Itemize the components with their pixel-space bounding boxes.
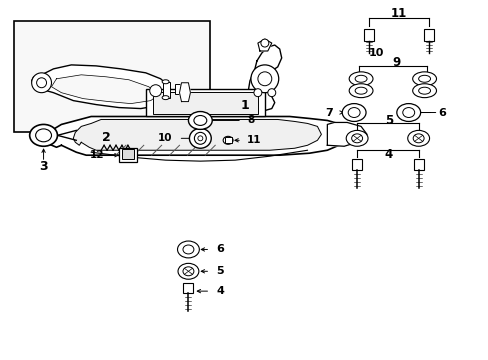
Text: 3: 3 (39, 159, 48, 172)
Circle shape (37, 78, 46, 88)
Ellipse shape (412, 72, 436, 86)
Circle shape (257, 72, 271, 86)
Ellipse shape (346, 130, 367, 146)
Ellipse shape (347, 108, 359, 117)
Text: 10: 10 (158, 133, 172, 143)
Text: 5: 5 (384, 114, 392, 127)
Ellipse shape (402, 108, 414, 117)
Ellipse shape (178, 264, 199, 279)
Text: 12: 12 (89, 150, 104, 160)
Bar (119, 148, 137, 162)
Polygon shape (247, 45, 281, 111)
Circle shape (250, 65, 278, 93)
Ellipse shape (36, 129, 51, 142)
Polygon shape (257, 39, 271, 51)
Ellipse shape (354, 87, 366, 94)
Ellipse shape (348, 72, 372, 86)
Ellipse shape (177, 241, 199, 258)
Polygon shape (326, 122, 366, 146)
Bar (152, 92, 257, 113)
Text: 6: 6 (438, 108, 446, 117)
Ellipse shape (354, 75, 366, 82)
Bar (364, 29, 373, 41)
Ellipse shape (418, 75, 429, 82)
Circle shape (253, 89, 262, 96)
Text: 10: 10 (368, 48, 383, 58)
Ellipse shape (194, 116, 206, 125)
Ellipse shape (30, 125, 57, 146)
Bar (163, 82, 169, 98)
Ellipse shape (188, 112, 212, 129)
Polygon shape (46, 117, 346, 155)
Ellipse shape (162, 80, 169, 84)
Ellipse shape (162, 96, 169, 100)
Bar (224, 137, 232, 143)
Ellipse shape (407, 130, 428, 146)
Circle shape (32, 73, 51, 93)
Circle shape (149, 85, 162, 96)
Bar (413, 159, 423, 170)
Ellipse shape (183, 245, 194, 254)
Ellipse shape (412, 84, 436, 98)
Text: 6: 6 (216, 244, 224, 255)
Ellipse shape (223, 136, 233, 144)
Text: 9: 9 (392, 57, 400, 69)
Text: 11: 11 (390, 7, 406, 20)
Bar (183, 283, 193, 293)
Text: 7: 7 (325, 108, 333, 117)
Bar (145, 89, 264, 117)
Ellipse shape (183, 267, 194, 276)
Circle shape (267, 89, 275, 96)
Text: 1: 1 (240, 99, 249, 112)
Bar (351, 159, 361, 170)
Ellipse shape (351, 134, 362, 143)
Bar (423, 29, 433, 41)
Ellipse shape (342, 104, 366, 121)
Text: 11: 11 (246, 135, 261, 145)
Bar (14, 21, 210, 132)
Ellipse shape (396, 104, 420, 121)
Polygon shape (51, 75, 158, 104)
Bar (122, 149, 134, 159)
Polygon shape (73, 120, 321, 150)
Text: 4: 4 (384, 148, 392, 161)
Circle shape (260, 39, 268, 47)
Text: 8: 8 (246, 116, 254, 126)
Ellipse shape (348, 84, 372, 98)
Text: 5: 5 (216, 266, 224, 276)
Ellipse shape (418, 87, 429, 94)
Bar (174, 84, 179, 94)
Ellipse shape (412, 134, 423, 143)
Polygon shape (179, 83, 190, 102)
Polygon shape (32, 65, 172, 109)
Ellipse shape (194, 132, 206, 144)
Text: 4: 4 (216, 286, 224, 296)
Text: 2: 2 (102, 131, 110, 144)
Ellipse shape (198, 136, 203, 141)
Ellipse shape (189, 129, 211, 148)
